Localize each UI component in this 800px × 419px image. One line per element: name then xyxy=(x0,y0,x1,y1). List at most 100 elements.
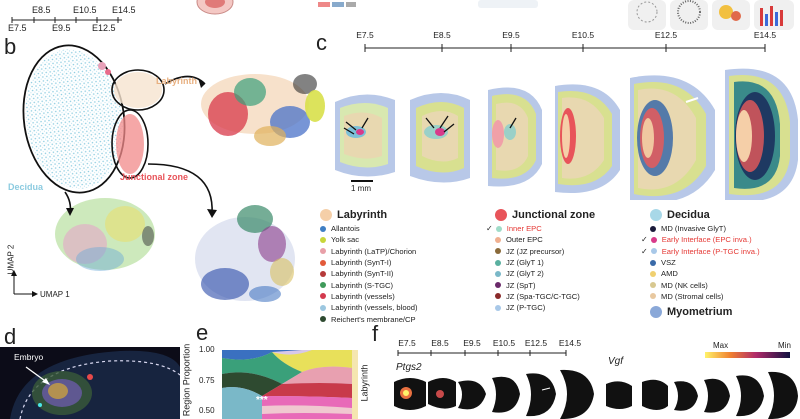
legend-item-label: Labyrinth (LaTP)/Chorion xyxy=(331,246,417,256)
legend-decidua: Decidua MD (Invasive GlyT) ✓ Early Interfa… xyxy=(641,207,800,320)
scale-bar xyxy=(351,180,373,182)
legend-item-label: Early Interface (EPC inva.) xyxy=(661,235,752,245)
panel-e-ytick-1: 1.00 xyxy=(199,345,215,354)
legend-junctional-item: JZ (SpT) xyxy=(495,279,655,290)
umap-decidua-zoom xyxy=(55,198,155,271)
umap-junctional-cluster xyxy=(111,109,149,179)
legend-decidua-item: MD (Invasive GlyT) xyxy=(650,223,800,234)
legend-labyrinth: Labyrinth Allantois Yolk sac Labyrinth (La… xyxy=(320,207,490,325)
significance-marker: *** xyxy=(256,395,268,406)
embryo-label: Embryo xyxy=(14,352,44,362)
c-stage-e10-5: E10.5 xyxy=(571,30,595,40)
legend-labyrinth-item: Labyrinth (vessels, blood) xyxy=(320,302,490,313)
legend-labyrinth-item: Allantois xyxy=(320,223,490,234)
panel-e-side-label: Labyrinth xyxy=(359,364,370,402)
top-thumbnails xyxy=(628,0,794,30)
legend-decidua-item: ✓ Early Interface (EPC inva.) xyxy=(641,234,800,245)
legend-item-label: JZ (GlyT 2) xyxy=(506,269,544,279)
legend-labyrinth-item: Reichert's membrane/CP xyxy=(320,313,490,324)
legend-item-label: JZ (JZ precursor) xyxy=(506,246,565,256)
legend-item-label: Labyrinth (SynT-II) xyxy=(331,269,394,279)
legend-item-label: Allantois xyxy=(331,224,360,234)
legend-decidua-item: MD (Stromal cells) xyxy=(650,291,800,302)
section-e10-5 xyxy=(555,84,620,194)
legend-junctional-item: JZ (GlyT 1) xyxy=(495,257,655,268)
legend-myometrium-swatch xyxy=(650,306,662,319)
f-stage-e9-5: E9.5 xyxy=(463,338,481,348)
colorbar-fragment-icon xyxy=(318,2,356,7)
panel-e-stream-chart xyxy=(222,350,358,419)
umap-junctional-zoom xyxy=(195,205,295,302)
legend-decidua-title: Decidua xyxy=(667,209,710,221)
legend-swatch xyxy=(650,248,657,255)
legend-labyrinth-item: Labyrinth (vessels) xyxy=(320,291,490,302)
check-icon: ✓ xyxy=(641,235,648,245)
legend-item-label: Labyrinth (vessels, blood) xyxy=(331,303,418,313)
legend-item-label: Labyrinth (S-TGC) xyxy=(331,280,394,290)
umap-label-decidua: Decidua xyxy=(8,182,44,192)
panel-label-e: e xyxy=(196,320,209,345)
panel-f-timeline-axis xyxy=(397,350,567,356)
umap-axis-y-label: UMAP 2 xyxy=(6,244,16,275)
ptgs2-sections xyxy=(394,369,594,419)
legend-labyrinth-swatch xyxy=(320,209,332,221)
colorbar-min-label: Min xyxy=(778,341,791,350)
panel-d-image xyxy=(0,347,180,419)
gene-label-vgf: Vgf xyxy=(608,356,624,367)
panel-e-ytick-3: 0.50 xyxy=(199,406,215,415)
legend-swatch xyxy=(495,293,501,300)
colorbar-max-label: Max xyxy=(713,341,729,350)
legend-item-label: JZ (Spa-TGC/C-TGC) xyxy=(506,291,580,301)
legend-junctional-swatch xyxy=(495,209,507,221)
check-icon: ✓ xyxy=(486,224,493,234)
f-stage-e8-5: E8.5 xyxy=(431,338,449,348)
section-e14-5 xyxy=(725,68,798,200)
legend-swatch xyxy=(320,282,326,289)
f-stage-e7-5: E7.5 xyxy=(398,338,416,348)
legend-junctional-item: JZ (P-TGC) xyxy=(495,302,655,313)
legend-junctional-item: JZ (JZ precursor) xyxy=(495,246,655,257)
legend-swatch xyxy=(495,248,501,255)
panel-c-timeline-axis xyxy=(364,44,766,52)
top-tick-e14-5: E14.5 xyxy=(112,5,136,15)
legend-swatch xyxy=(495,259,501,266)
c-stage-e9-5: E9.5 xyxy=(502,30,520,40)
legend-item-label: Labyrinth (SynT-I) xyxy=(331,258,392,268)
colorbar xyxy=(705,352,790,358)
legend-labyrinth-item: Labyrinth (LaTP)/Chorion xyxy=(320,246,490,257)
legend-swatch xyxy=(320,316,326,323)
legend-junctional: Junctional zone ✓ Inner EPC Outer EPC JZ (J… xyxy=(486,207,655,313)
c-stage-e8-5: E8.5 xyxy=(433,30,451,40)
c-stage-e14-5: E14.5 xyxy=(753,30,777,40)
top-timeline-axis xyxy=(11,17,122,23)
umap-label-junctional: Junctional zone xyxy=(120,172,189,182)
legend-decidua-item: ✓ Early Interface (P-TGC inva.) xyxy=(641,246,800,257)
panel-c-timeline: E7.5 E8.5 E9.5 E10.5 E12.5 E14.5 xyxy=(330,30,800,58)
legend-swatch xyxy=(495,304,501,311)
top-tick-e12-5: E12.5 xyxy=(92,23,116,33)
legend-decidua-item: AMD xyxy=(650,268,800,279)
legend-junctional-item: JZ (GlyT 2) xyxy=(495,268,655,279)
legend-item-label: MD (Stromal cells) xyxy=(661,291,724,301)
legend-swatch xyxy=(320,225,326,232)
legend-swatch xyxy=(495,236,501,243)
legend-item-label: AMD xyxy=(661,269,678,279)
legend-item-label: Inner EPC xyxy=(506,224,542,234)
top-tick-e8-5: E8.5 xyxy=(32,5,51,15)
legend-swatch xyxy=(650,282,656,289)
legend-labyrinth-item: Labyrinth (S-TGC) xyxy=(320,279,490,290)
legend-decidua-item: VSZ xyxy=(650,257,800,268)
panel-f-timeline: E7.5 E8.5 E9.5 E10.5 E12.5 E14.5 xyxy=(390,338,610,358)
legend-item-label: MD (NK cells) xyxy=(661,280,708,290)
legend-swatch xyxy=(495,225,502,232)
legend-item-label: Reichert's membrane/CP xyxy=(331,314,416,324)
top-tick-e10-5: E10.5 xyxy=(73,5,97,15)
umap-label-labyrinth: Labyrinth xyxy=(156,76,198,86)
panel-c-sections xyxy=(335,68,798,200)
umap-arrowheads xyxy=(66,78,217,218)
panel-f-expression-sections xyxy=(394,369,798,419)
vgf-sections xyxy=(606,371,798,419)
legend-swatch xyxy=(320,304,326,311)
top-tick-e7-5: E7.5 xyxy=(8,23,27,33)
c-stage-e7-5: E7.5 xyxy=(356,30,374,40)
